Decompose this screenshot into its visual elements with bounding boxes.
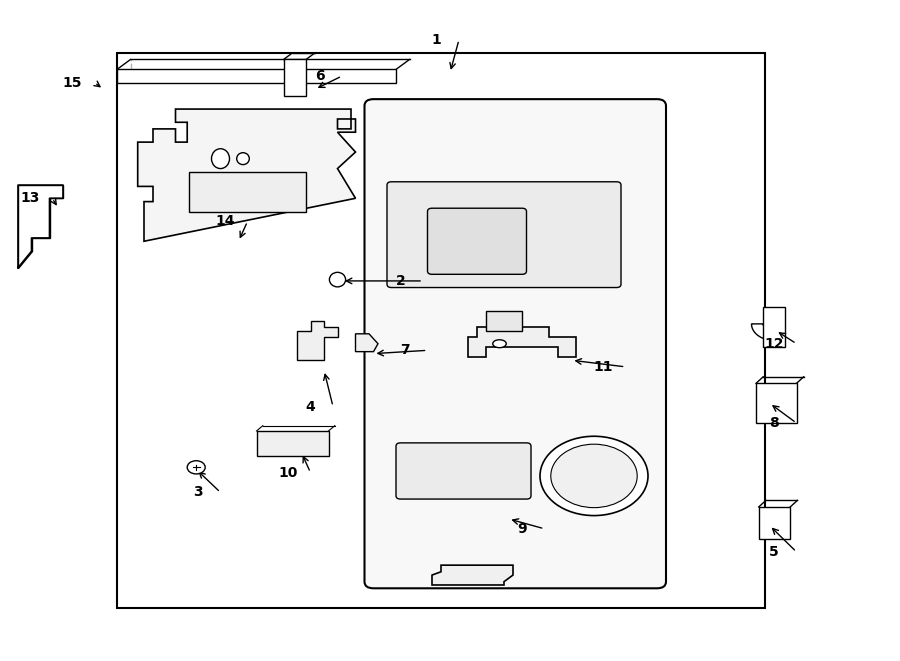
Text: 6: 6 (315, 69, 324, 83)
Text: 8: 8 (770, 416, 778, 430)
Ellipse shape (493, 340, 507, 348)
Bar (284, 59, 306, 96)
Polygon shape (468, 327, 576, 357)
Text: 14: 14 (215, 214, 235, 229)
FancyBboxPatch shape (756, 383, 796, 423)
Text: 2: 2 (396, 274, 405, 288)
Bar (117, 53, 765, 608)
Polygon shape (356, 334, 378, 352)
Ellipse shape (329, 272, 346, 287)
Bar (189, 172, 306, 212)
Text: 11: 11 (593, 360, 613, 374)
Text: 10: 10 (278, 465, 298, 480)
Polygon shape (18, 185, 63, 268)
Text: 7: 7 (400, 343, 410, 358)
Bar (759, 507, 790, 539)
Text: 12: 12 (764, 336, 784, 351)
Ellipse shape (212, 149, 230, 169)
Circle shape (551, 444, 637, 508)
Text: 1: 1 (432, 32, 441, 47)
Polygon shape (432, 565, 513, 585)
Bar (763, 307, 785, 347)
FancyBboxPatch shape (364, 99, 666, 588)
Circle shape (540, 436, 648, 516)
Ellipse shape (237, 153, 249, 165)
FancyBboxPatch shape (486, 311, 522, 330)
Polygon shape (138, 109, 356, 241)
Polygon shape (752, 324, 774, 340)
FancyBboxPatch shape (396, 443, 531, 499)
FancyBboxPatch shape (256, 431, 328, 456)
Text: 15: 15 (62, 75, 82, 90)
Circle shape (187, 461, 205, 474)
Text: 4: 4 (306, 399, 315, 414)
Text: 5: 5 (770, 545, 778, 559)
Text: 13: 13 (20, 191, 40, 206)
FancyBboxPatch shape (428, 208, 526, 274)
Polygon shape (297, 321, 338, 360)
Text: 9: 9 (518, 522, 526, 536)
FancyBboxPatch shape (387, 182, 621, 288)
Polygon shape (117, 69, 396, 83)
Text: 3: 3 (194, 485, 202, 500)
